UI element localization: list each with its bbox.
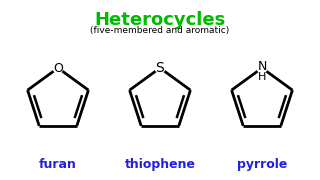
Text: pyrrole: pyrrole — [237, 158, 287, 171]
Text: O: O — [53, 62, 63, 75]
Text: (five-membered and aromatic): (five-membered and aromatic) — [90, 26, 230, 35]
Text: N: N — [257, 60, 267, 73]
Text: S: S — [156, 61, 164, 75]
Text: H: H — [258, 72, 266, 82]
Text: thiophene: thiophene — [124, 158, 196, 171]
Text: Heterocycles: Heterocycles — [94, 11, 226, 29]
Text: furan: furan — [39, 158, 77, 171]
